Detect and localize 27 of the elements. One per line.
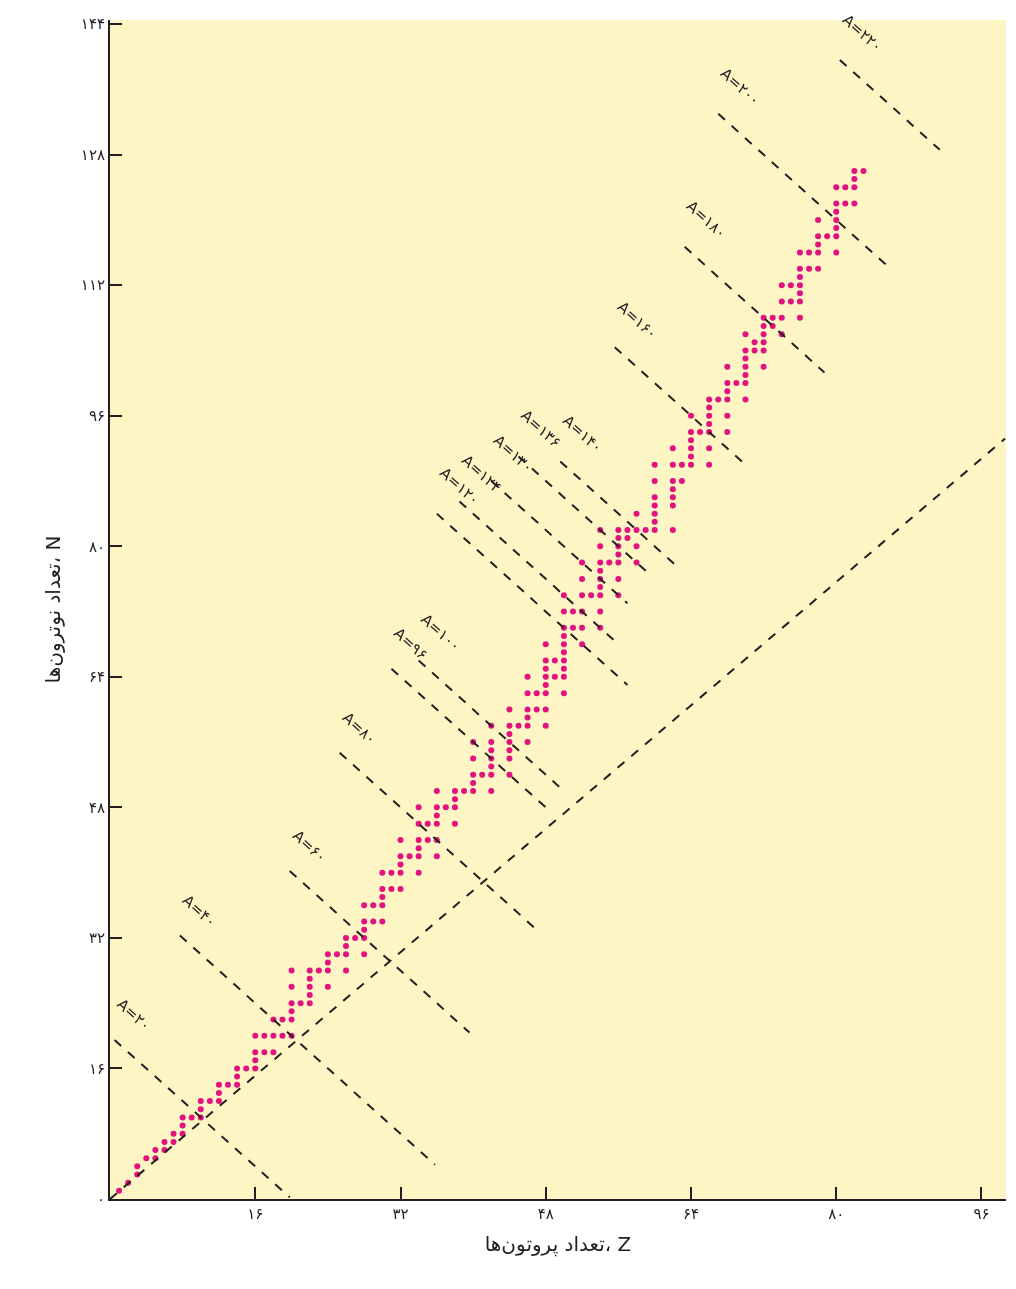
x-axis-title: تعداد پروتون‌ها، Z [484, 1232, 632, 1257]
y-tick-label: ۶۴ [88, 668, 105, 687]
y-tick-label: ۹۶ [88, 406, 105, 425]
y-tick-label: ۱۱۲ [80, 276, 105, 295]
text: A=۲۰ [113, 995, 155, 1035]
y-tick-label: ۴۸ [88, 798, 105, 817]
y-tick-label: ۳۲ [88, 929, 105, 948]
text: A=۱۶۰ [613, 297, 661, 343]
text: A=۴۰ [178, 891, 220, 931]
y-tick-label: ۸۰ [88, 537, 105, 556]
x-tick-label: ۱۶ [247, 1205, 264, 1223]
y-tick-label: ۱۴۴ [80, 15, 105, 34]
text: A=۶۰ [289, 826, 331, 867]
text: A=۸۰ [338, 708, 380, 749]
text: A=۲۰۰ [716, 64, 764, 110]
text: A=۱۸۰ [682, 197, 730, 242]
y-axis-title: تعداد نوترون‌ها، N [40, 535, 65, 684]
y-tick-label: ۰ [96, 1190, 105, 1209]
x-tick-label: ۴۸ [537, 1205, 554, 1223]
y-tick-label: ۱۶ [88, 1059, 105, 1078]
text: A=۲۲۰ [838, 10, 886, 56]
x-tick-label: ۸۰ [828, 1205, 845, 1223]
x-tick-label: ۹۶ [973, 1205, 990, 1223]
text: A=۱۴۰ [559, 411, 607, 457]
y-tick-label: ۱۲۸ [80, 145, 105, 164]
x-tick-label: ۶۴ [682, 1205, 700, 1223]
x-tick-label: ۳۲ [392, 1205, 409, 1223]
